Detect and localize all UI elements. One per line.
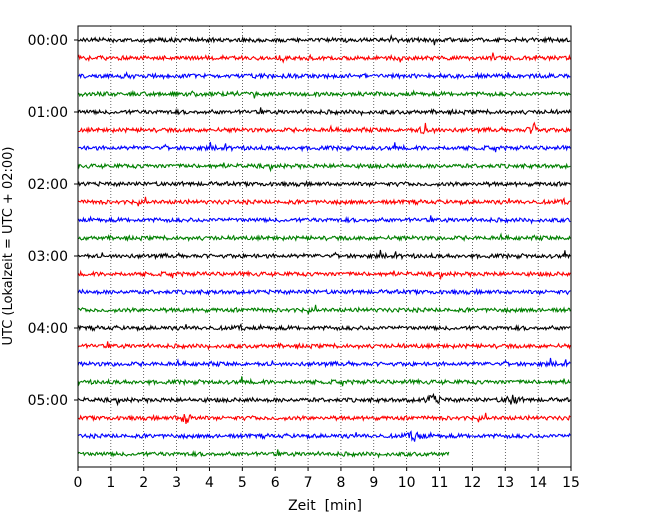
- trace-row-0145: [77, 162, 571, 173]
- x-tick-label: 14: [529, 475, 547, 491]
- y-tick-label: 00:00: [28, 33, 68, 49]
- x-tick-label: 7: [304, 475, 313, 491]
- x-tick-label: 4: [205, 475, 214, 491]
- x-tick-label: 9: [369, 475, 378, 491]
- y-tick-label: 01:00: [28, 105, 68, 121]
- x-tick-label: 5: [238, 475, 247, 491]
- trace-row-0500: [77, 392, 571, 407]
- trace-row-0545: [77, 449, 450, 459]
- trace-row-0115: [77, 121, 571, 135]
- trace-row-0130: [77, 141, 571, 153]
- trace-row-0345: [77, 304, 571, 315]
- trace-row-0315: [77, 269, 571, 281]
- x-axis-ticks: 0 1 2 3 4 5 6 7 8 9 10 11 12 13 14 15: [74, 467, 580, 491]
- y-tick-label: 05:00: [28, 393, 68, 409]
- x-tick-label: 6: [271, 475, 280, 491]
- y-tick-label: 04:00: [28, 321, 68, 337]
- trace-row-0215: [77, 196, 571, 207]
- trace-row-0300: [77, 249, 571, 261]
- trace-row-0330: [77, 287, 571, 297]
- trace-row-0530: [77, 430, 571, 442]
- x-tick-label: 2: [139, 475, 148, 491]
- x-tick-label: 8: [336, 475, 345, 491]
- trace-row-0415: [77, 341, 571, 351]
- trace-row-0400: [77, 323, 571, 332]
- trace-row-0100: [77, 107, 571, 117]
- trace-row-0000: [77, 33, 571, 46]
- trace-row-0515: [77, 412, 571, 424]
- trace-row-0030: [77, 70, 571, 81]
- trace-row-0245: [77, 232, 571, 243]
- y-tick-label: 02:00: [28, 177, 68, 193]
- x-tick-label: 13: [496, 475, 514, 491]
- trace-row-0015: [77, 52, 571, 64]
- y-tick-label: 03:00: [28, 249, 68, 265]
- x-tick-label: 12: [463, 475, 481, 491]
- y-axis-label: UTC (Lokalzeit = UTC + 02:00): [1, 147, 16, 346]
- trace-row-0230: [77, 215, 571, 225]
- trace-row-0445: [77, 376, 571, 387]
- trace-row-0430: [77, 357, 571, 369]
- plot-frame: [77, 25, 572, 468]
- x-axis-label: Zeit [min]: [288, 498, 362, 514]
- x-tick-label: 0: [74, 475, 83, 491]
- y-axis-ticks: 00:00 01:00 02:00 03:00 04:00 05:00: [28, 33, 78, 409]
- trace-row-0045: [77, 89, 571, 99]
- x-tick-label: 15: [562, 475, 580, 491]
- x-tick-label: 11: [431, 475, 449, 491]
- trace-row-0200: [77, 179, 571, 189]
- x-tick-label: 1: [106, 475, 115, 491]
- x-tick-label: 3: [172, 475, 181, 491]
- x-tick-label: 10: [398, 475, 416, 491]
- seismogram-traces: [77, 33, 571, 459]
